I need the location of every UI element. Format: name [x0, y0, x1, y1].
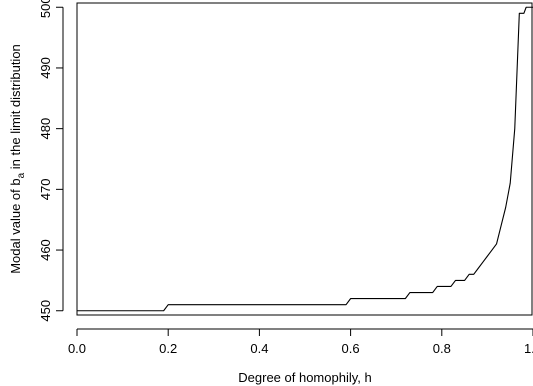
x-tick-label: 0.2 — [159, 341, 177, 356]
y-tick-label: 460 — [38, 239, 53, 261]
y-tick-label: 450 — [38, 300, 53, 322]
series-line-0 — [77, 6, 533, 312]
y-axis-label: Modal value of ba in the limit distribut… — [8, 44, 27, 274]
x-tick-label: 0.0 — [68, 341, 86, 356]
x-tick-label: 0.6 — [342, 341, 360, 356]
y-axis-label-prefix: Modal value of b — [8, 178, 23, 273]
y-tick-label: 470 — [38, 178, 53, 200]
x-tick-label: 0.8 — [433, 341, 451, 356]
y-axis-label-suffix: in the limit distribution — [8, 44, 23, 173]
y-tick-label: 500 — [38, 0, 53, 18]
y-axis: 450 460 470 480 490 500 — [38, 0, 64, 322]
y-axis-label-subscript: a — [16, 172, 27, 178]
x-axis-label: Degree of homophily, h — [238, 370, 371, 385]
y-tick-label: 490 — [38, 57, 53, 79]
x-axis: 0.0 0.2 0.4 0.6 0.8 1.0 — [68, 328, 533, 356]
y-tick-label: 480 — [38, 118, 53, 140]
x-tick-label: 0.4 — [250, 341, 268, 356]
x-tick-label: 1.0 — [524, 341, 533, 356]
plot-frame — [76, 2, 533, 316]
plot-lines — [77, 6, 533, 312]
